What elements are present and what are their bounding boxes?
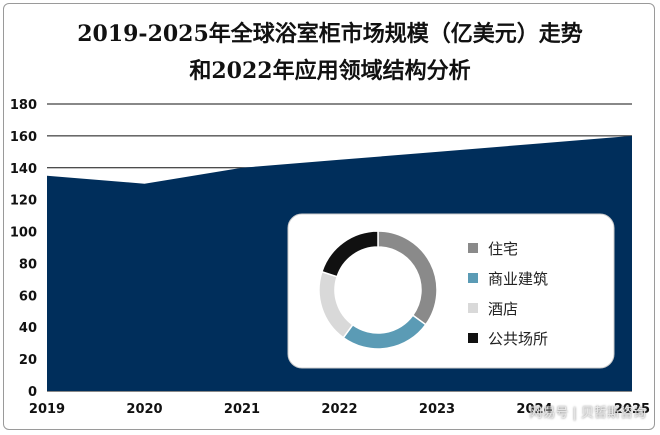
y-tick-label: 60	[19, 289, 37, 304]
x-tick-label: 2025	[614, 402, 650, 417]
y-tick-label: 180	[10, 98, 37, 113]
y-tick-label: 20	[19, 353, 37, 368]
x-tick-label: 2022	[321, 402, 357, 417]
y-tick-label: 100	[10, 226, 37, 241]
legend-swatch	[468, 333, 478, 343]
y-tick-label: 120	[10, 194, 37, 209]
donut-slice	[320, 230, 379, 278]
x-tick-label: 2020	[126, 402, 162, 417]
chart-title-line1: 2019-2025年全球浴室柜市场规模（亿美元）走势	[77, 21, 583, 47]
legend-label: 住宅	[488, 240, 518, 258]
donut-panel-background	[287, 213, 615, 369]
y-tick-label: 80	[19, 257, 37, 272]
legend-label: 酒店	[488, 300, 518, 318]
y-tick-label: 160	[10, 130, 37, 145]
legend-swatch	[468, 243, 478, 253]
y-tick-label: 140	[10, 162, 37, 177]
x-tick-label: 2019	[29, 402, 65, 417]
watermark: 网易号 | 贝哲斯咨询	[529, 406, 646, 421]
legend-swatch	[468, 273, 478, 283]
legend-swatch	[468, 303, 478, 313]
legend-label: 商业建筑	[488, 270, 548, 288]
y-tick-label: 0	[28, 385, 37, 400]
legend-label: 公共场所	[488, 330, 548, 348]
x-tick-label: 2021	[224, 402, 260, 417]
x-axis: 2019 2020 2021 2022 2023 2024 2025	[29, 402, 650, 417]
y-tick-label: 40	[19, 321, 37, 336]
x-tick-label: 2023	[419, 402, 455, 417]
chart-title-line2: 和2022年应用领域结构分析	[189, 58, 471, 84]
x-tick-label: 2024	[516, 402, 552, 417]
y-axis: 0 20 40 60 80 100 120 140 160 180	[10, 98, 37, 400]
